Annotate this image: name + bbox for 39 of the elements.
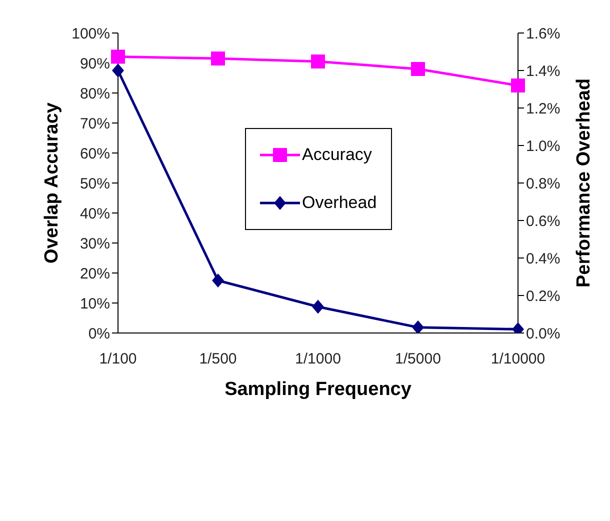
y-tick-label: 30% xyxy=(80,235,110,252)
x-tick-label: 1/1000 xyxy=(295,350,341,368)
x-tick-label: 1/500 xyxy=(199,350,237,368)
y2-tick-label: 0.2% xyxy=(526,288,560,305)
y-tick-label: 80% xyxy=(80,85,110,102)
y2-tick-label: 0.0% xyxy=(526,325,560,342)
y-tick-label: 50% xyxy=(80,175,110,192)
y-tick-label: 60% xyxy=(80,145,110,162)
y2-tick-label: 1.2% xyxy=(526,100,560,118)
y2-tick-label: 1.0% xyxy=(526,138,560,155)
y2-tick-label: 1.6% xyxy=(526,25,560,42)
x-axis-title: Sampling Frequency xyxy=(224,379,412,400)
y-tick-label: 0% xyxy=(88,325,110,342)
x-tick-label: 1/10000 xyxy=(490,350,546,368)
y-tick-label: 20% xyxy=(80,265,110,282)
point xyxy=(412,320,424,333)
point xyxy=(211,52,225,66)
y-tick-label: 40% xyxy=(80,205,110,222)
point xyxy=(511,78,525,92)
x-tick-label: 1/100 xyxy=(99,350,137,368)
legend-label: Accuracy xyxy=(302,145,372,165)
y2-tick-label: 1.4% xyxy=(526,62,560,80)
x-tick-label: 1/5000 xyxy=(395,350,441,368)
y-tick-label: 70% xyxy=(80,115,110,132)
y2-tick-label: 0.4% xyxy=(526,250,560,268)
point xyxy=(311,54,325,68)
y2-axis-title: Performance Overhead xyxy=(574,78,595,288)
legend-label: Overhead xyxy=(302,193,377,213)
y-tick-label: 10% xyxy=(80,295,110,312)
point xyxy=(312,300,324,314)
y2-tick-label: 0.6% xyxy=(526,212,560,230)
y-tick-label: 100% xyxy=(72,25,110,42)
point xyxy=(112,64,124,78)
y2-tick-label: 0.8% xyxy=(526,175,560,192)
point xyxy=(111,50,125,64)
point xyxy=(411,62,425,76)
y-axis-title: Overlap Accuracy xyxy=(42,102,63,264)
point xyxy=(212,274,224,288)
y-tick-label: 90% xyxy=(80,55,110,72)
